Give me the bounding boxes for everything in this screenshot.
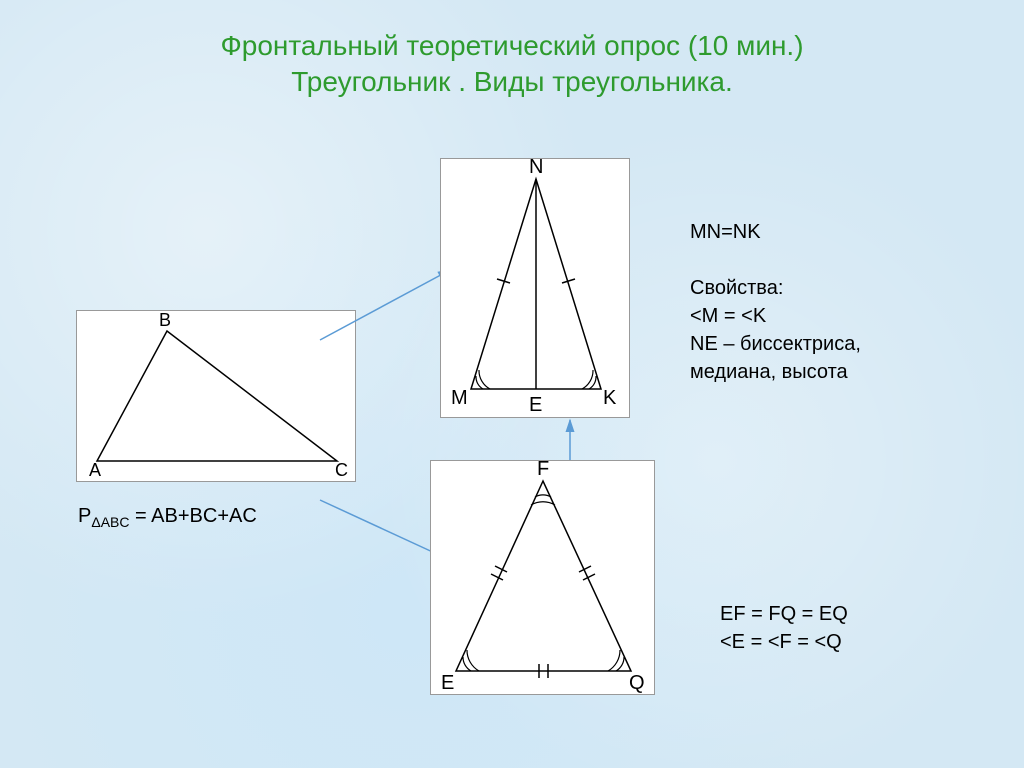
title-line1: Фронтальный теоретический опрос (10 мин.…	[220, 30, 803, 61]
text-nmk-line2: Свойства:	[690, 274, 861, 302]
triangle-efq-box: F E Q	[430, 460, 655, 695]
label-K: K	[603, 387, 617, 409]
text-nmk: MN=NK Свойства: <M = <K NE – биссектриса…	[690, 218, 861, 386]
triangle-abc-box: A B C	[76, 310, 356, 482]
triangle-abc-svg: A B C	[77, 311, 357, 483]
formula-perimeter: PΔABC = AB+BC+AC	[78, 505, 257, 530]
text-efq-line2: <E = <F = <Q	[720, 628, 848, 656]
formula-prefix: P	[78, 505, 91, 527]
label-F: F	[537, 461, 549, 480]
label-M: M	[451, 387, 468, 409]
label-E-efq: E	[441, 672, 454, 694]
formula-rest: = AB+BC+AC	[129, 505, 256, 527]
label-E-nmk: E	[529, 394, 542, 416]
triangle-nmk-svg: N M K E	[441, 159, 631, 419]
label-N: N	[529, 159, 543, 178]
title-line2: Треугольник . Виды треугольника.	[291, 66, 733, 97]
label-B: B	[159, 311, 171, 330]
triangle-nmk-box: N M K E	[440, 158, 630, 418]
text-nmk-line5: медиана, высота	[690, 358, 861, 386]
label-A: A	[89, 460, 101, 480]
text-nmk-line3: <M = <K	[690, 302, 861, 330]
label-C: C	[335, 460, 348, 480]
formula-sub: ΔABC	[91, 514, 129, 530]
triangle-efq-svg: F E Q	[431, 461, 656, 696]
label-Q: Q	[629, 672, 645, 694]
text-nmk-line1: MN=NK	[690, 218, 861, 246]
text-nmk-line4: NE – биссектриса,	[690, 330, 861, 358]
text-efq: EF = FQ = EQ <E = <F = <Q	[720, 600, 848, 656]
text-efq-line1: EF = FQ = EQ	[720, 600, 848, 628]
slide-title: Фронтальный теоретический опрос (10 мин.…	[0, 0, 1024, 101]
